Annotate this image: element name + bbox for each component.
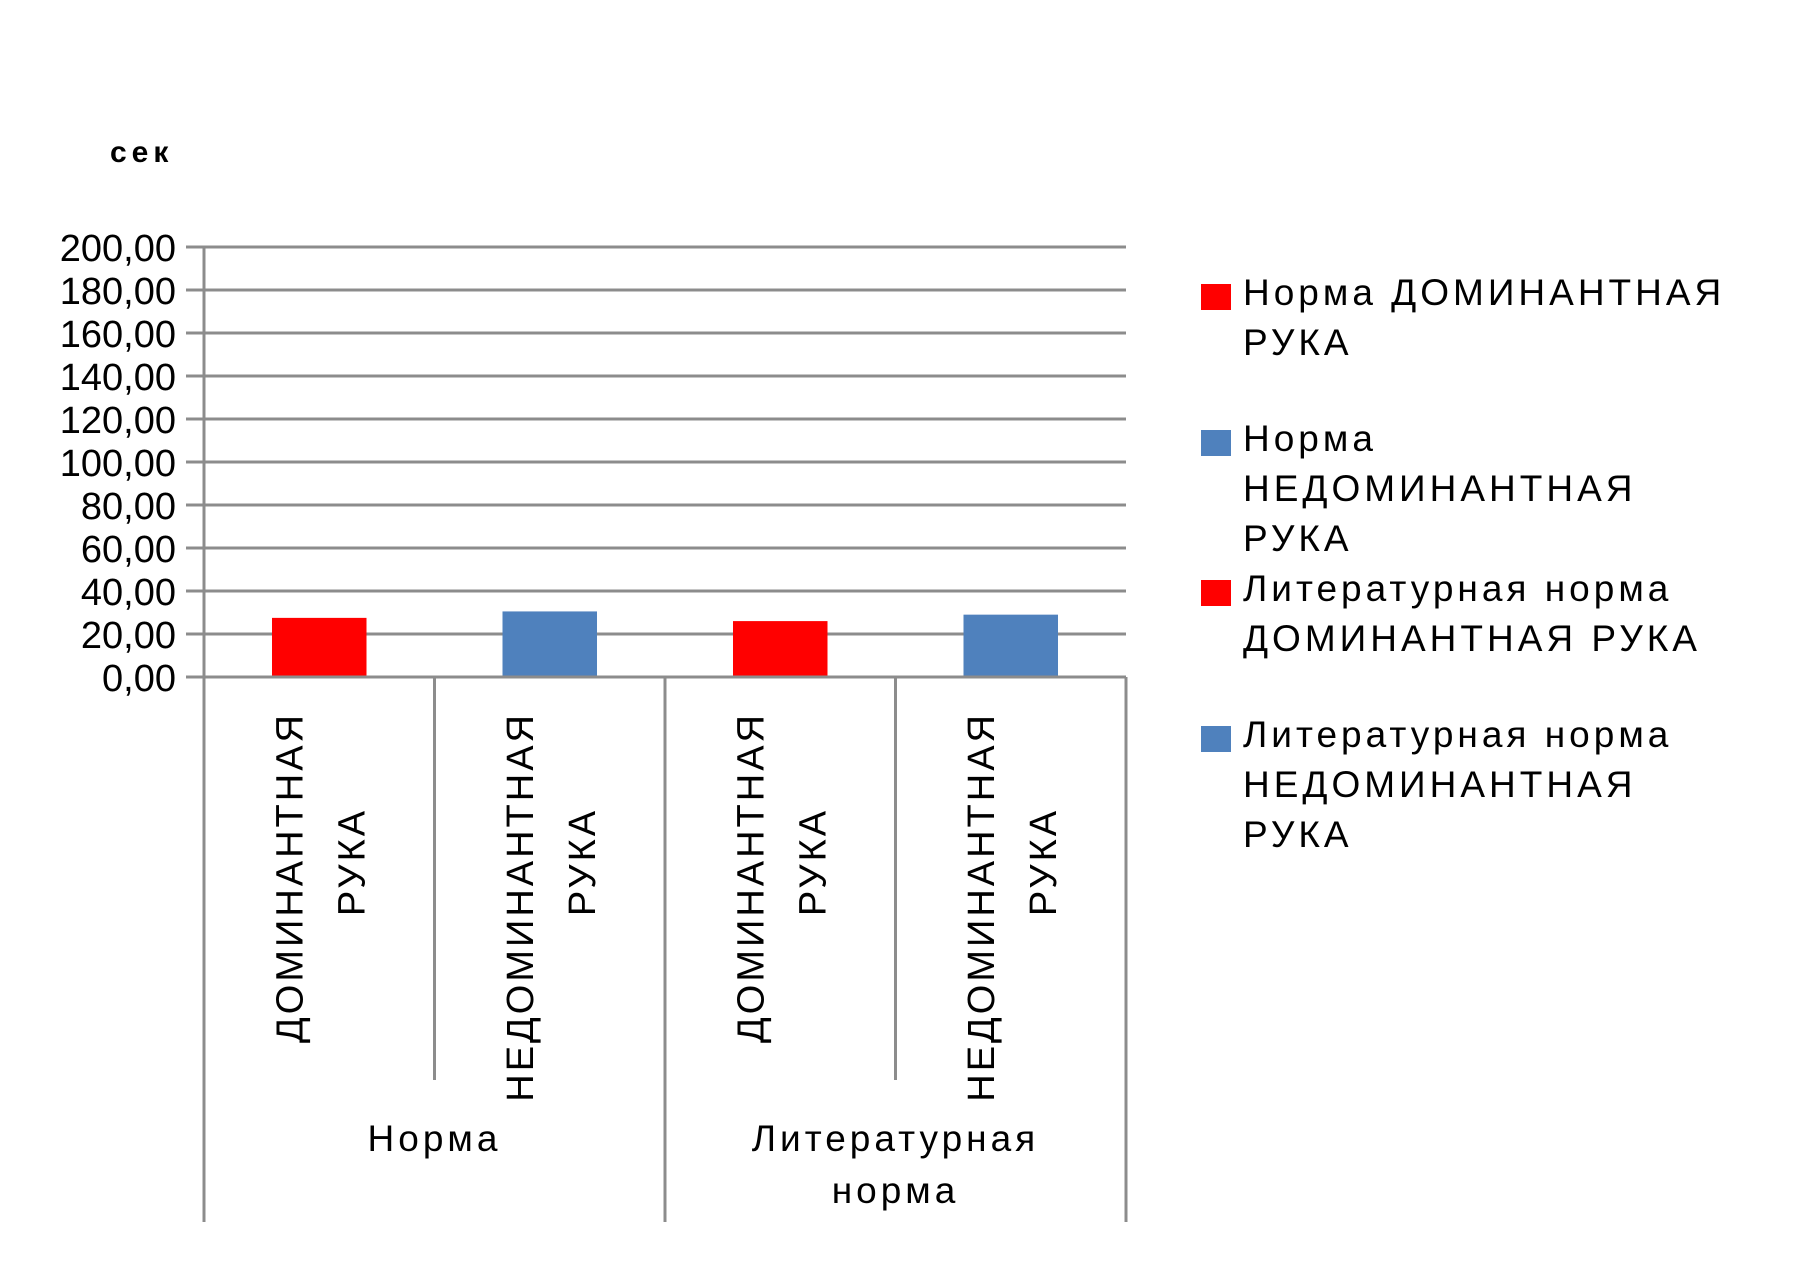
- bar: [271, 617, 367, 677]
- x-group-label: Литературная: [752, 1118, 1039, 1159]
- legend-swatch: [1201, 726, 1231, 752]
- y-tick-label: 100,00: [60, 443, 176, 485]
- x-group-label: Норма: [368, 1118, 502, 1159]
- y-tick-label: 40,00: [81, 572, 176, 614]
- legend-label: Норма ДОМИНАНТНАЯ: [1243, 272, 1726, 313]
- axis-labels: сек 0,0020,0040,0060,0080,00100,00120,00…: [60, 136, 1065, 1211]
- axes: [186, 245, 1128, 1222]
- legend-label: ДОМИНАНТНАЯ РУКА: [1243, 618, 1701, 659]
- y-tick-label: 20,00: [81, 615, 176, 657]
- y-tick-label: 0,00: [102, 658, 176, 700]
- legend-item: Норма ДОМИНАНТНАЯ РУКА: [1195, 268, 1795, 368]
- legend-label: НЕДОМИНАНТНАЯ: [1243, 468, 1637, 509]
- bar: [963, 614, 1059, 677]
- legend-label: Литературная норма: [1243, 714, 1673, 755]
- legend-label: РУКА: [1243, 518, 1353, 559]
- x-category-label: НЕДОМИНАНТНАЯ: [961, 712, 1003, 1102]
- legend-swatch: [1201, 430, 1231, 456]
- x-category-label: РУКА: [331, 808, 373, 916]
- y-axis-label: сек: [110, 136, 173, 169]
- legend-label: Норма: [1243, 418, 1377, 459]
- legend-item: Норма НЕДОМИНАНТНАЯ РУКА: [1195, 414, 1795, 564]
- legend-item: Литературная норма ДОМИНАНТНАЯ РУКА: [1195, 564, 1795, 664]
- y-tick-label: 200,00: [60, 228, 176, 270]
- x-category-label: ДОМИНАНТНАЯ: [730, 712, 772, 1043]
- x-category-label: РУКА: [562, 808, 604, 916]
- y-tick-label: 80,00: [81, 486, 176, 528]
- x-category-label: РУКА: [792, 808, 834, 916]
- legend-swatch: [1201, 580, 1231, 606]
- legend-swatch: [1201, 284, 1231, 310]
- chart-legend: Норма ДОМИНАНТНАЯ РУКА Норма НЕДОМИНАНТНАЯ Р…: [1195, 268, 1795, 860]
- x-category-label: РУКА: [1023, 808, 1065, 916]
- y-tick-label: 120,00: [60, 400, 176, 442]
- x-category-label: ДОМИНАНТНАЯ: [269, 712, 311, 1043]
- legend-label: НЕДОМИНАНТНАЯ: [1243, 764, 1637, 805]
- gridlines: [204, 245, 1126, 636]
- bars: [271, 611, 1059, 677]
- legend-label: РУКА: [1243, 322, 1353, 363]
- legend-item: Литературная норма НЕДОМИНАНТНАЯ РУКА: [1195, 710, 1795, 860]
- legend-label: Литературная норма: [1243, 568, 1673, 609]
- y-tick-label: 160,00: [60, 314, 176, 356]
- bar: [732, 621, 828, 677]
- y-tick-label: 60,00: [81, 529, 176, 571]
- x-group-label: норма: [832, 1170, 960, 1211]
- y-tick-label: 140,00: [60, 357, 176, 399]
- legend-label: РУКА: [1243, 814, 1353, 855]
- y-tick-label: 180,00: [60, 271, 176, 313]
- bar: [502, 611, 598, 677]
- x-category-label: НЕДОМИНАНТНАЯ: [500, 712, 542, 1102]
